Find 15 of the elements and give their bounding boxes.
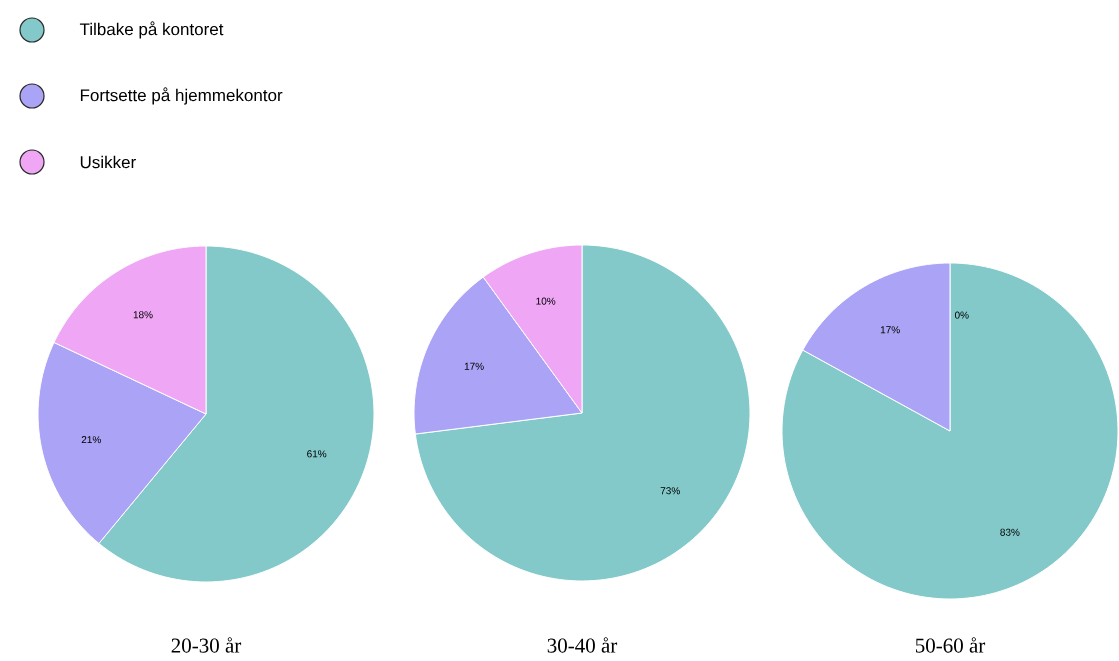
data-label: 17% bbox=[464, 362, 484, 370]
data-label: 83% bbox=[1000, 528, 1020, 536]
data-label: 17% bbox=[880, 326, 900, 334]
data-label: 18% bbox=[133, 311, 153, 319]
text: 20-30 år bbox=[171, 637, 242, 653]
text: 0% bbox=[954, 311, 969, 319]
data-label: 10% bbox=[536, 297, 556, 305]
legend-label: Usikker bbox=[80, 155, 136, 169]
data-label: 21% bbox=[81, 436, 101, 444]
data-label: 61% bbox=[307, 450, 327, 458]
text: 50-60 år bbox=[915, 637, 986, 653]
data-label: 73% bbox=[660, 487, 680, 495]
legend-label: Tilbake på kontoret bbox=[79, 21, 224, 39]
legend-label: Fortsette på hjemmekontor bbox=[80, 87, 283, 105]
text: 30-40 år bbox=[547, 637, 618, 653]
